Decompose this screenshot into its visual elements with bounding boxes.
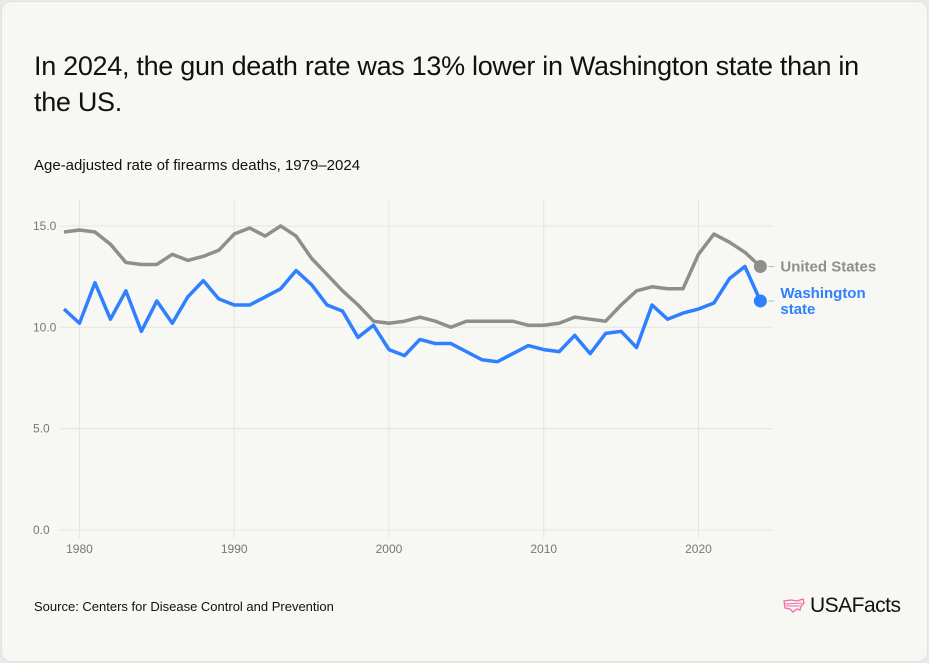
- series-label: Washington state: [780, 285, 865, 318]
- chart-subtitle: Age-adjusted rate of firearms deaths, 19…: [34, 157, 361, 174]
- x-tick-label: 2000: [376, 542, 403, 556]
- y-tick-label: 0.0: [33, 523, 50, 537]
- y-tick-label: 15.0: [33, 219, 57, 233]
- x-tick-label: 1990: [221, 542, 248, 556]
- chart-title: In 2024, the gun death rate was 13% lowe…: [34, 51, 859, 117]
- x-tick-label: 1980: [66, 542, 93, 556]
- y-tick-label: 5.0: [33, 422, 50, 436]
- series-end-point: [753, 294, 767, 308]
- series-line-0: [63, 224, 762, 330]
- x-tick-label: 2010: [530, 542, 557, 556]
- x-tick-label: 2020: [685, 542, 712, 556]
- source-note: Source: Centers for Disease Control and …: [34, 599, 334, 614]
- us-map-icon: [783, 598, 805, 613]
- logo-text: USAFacts: [810, 594, 901, 617]
- usafacts-logo: USAFacts: [782, 594, 901, 618]
- y-tick-label: 10.0: [33, 320, 57, 334]
- series-label: United States: [780, 258, 876, 275]
- series-line-1: [62, 264, 762, 364]
- series-end-point: [753, 259, 767, 273]
